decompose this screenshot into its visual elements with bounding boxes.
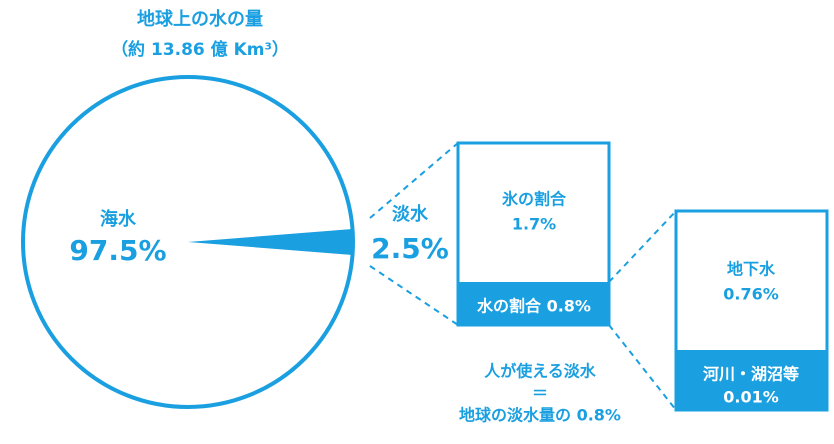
pie-outline: [21, 75, 355, 409]
connector: [608, 324, 677, 411]
slice-label: 海水: [100, 208, 137, 230]
pie-slice: [23, 77, 353, 407]
connector: [608, 210, 677, 283]
value-label: 97.5%: [69, 234, 166, 267]
pie-slice: [188, 229, 354, 255]
connector: [369, 265, 459, 326]
box-text: 河川・湖沼等: [703, 365, 799, 384]
slice-label: 淡水: [392, 203, 429, 225]
pie: [23, 77, 354, 407]
note: 人が使える淡水: [484, 362, 597, 381]
box-text: 水の割合 0.8%: [477, 297, 591, 316]
chart-subtitle: （約 13.86 億 Km³）: [111, 39, 289, 60]
value-label: 2.5%: [371, 232, 449, 265]
chart-title: 地球上の水の量: [137, 8, 263, 30]
note: ＝: [532, 384, 548, 403]
connector: [369, 142, 459, 219]
box-bottom: [458, 282, 609, 325]
box-text: 氷の割合: [502, 190, 567, 209]
box-text: 1.7%: [512, 215, 556, 234]
box-text: 0.01%: [723, 388, 779, 407]
note: 地球の淡水量の 0.8%: [459, 406, 621, 425]
box-text: 地下水: [727, 260, 776, 279]
box-bottom: [676, 350, 827, 410]
box-text: 0.76%: [723, 285, 779, 304]
